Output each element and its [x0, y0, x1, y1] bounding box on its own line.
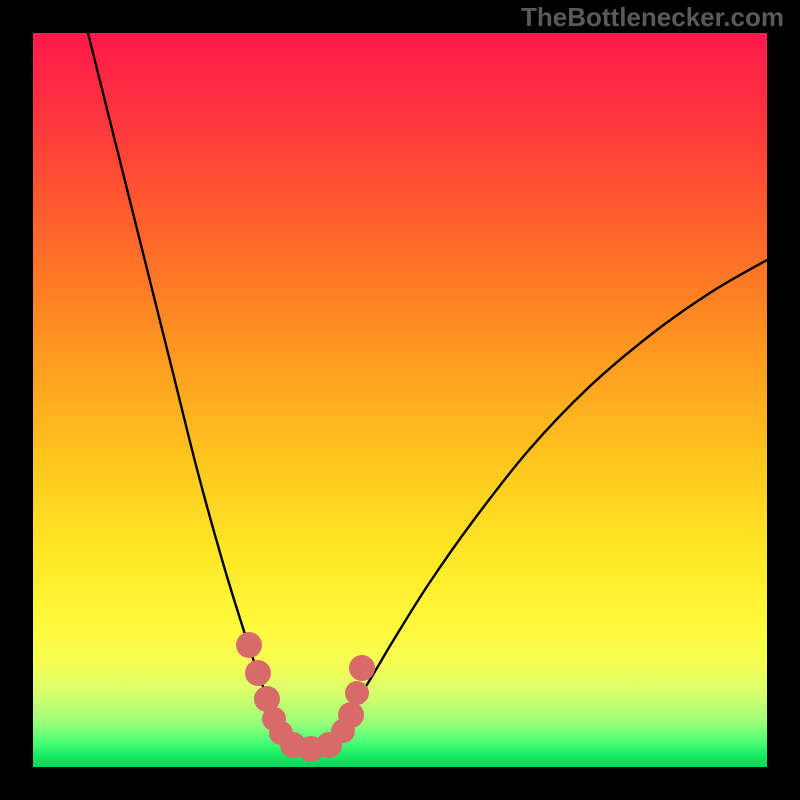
curve-markers: [33, 33, 767, 767]
marker-point: [345, 681, 369, 705]
marker-point: [245, 660, 271, 686]
watermark-text: TheBottlenecker.com: [521, 2, 784, 33]
marker-point: [236, 632, 262, 658]
marker-point: [349, 655, 375, 681]
plot-area: [33, 33, 767, 767]
marker-point: [338, 702, 364, 728]
